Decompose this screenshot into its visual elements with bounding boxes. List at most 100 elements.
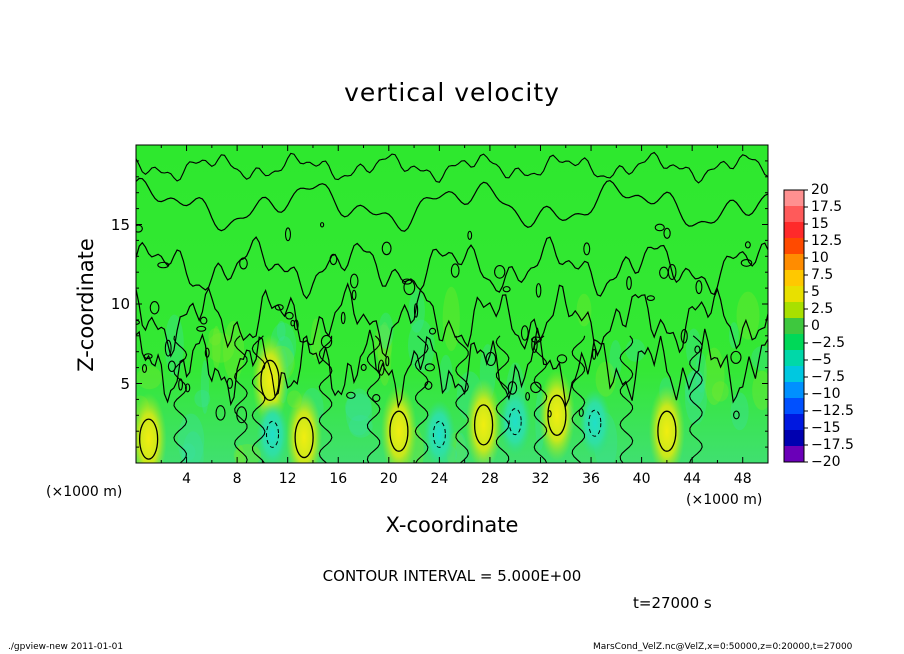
x-tick-label: 24 (430, 471, 449, 487)
colorbar-swatch (784, 366, 804, 383)
zero-contour (619, 335, 634, 463)
contour-blob (141, 363, 148, 373)
x-tick-label: 36 (582, 471, 600, 487)
contour-blob (349, 273, 359, 289)
colorbar-label: 10 (811, 250, 829, 266)
x-tick-label: 16 (329, 471, 348, 487)
field-texture (730, 392, 749, 431)
zero-contour (136, 151, 768, 184)
x-unit-right: (×1000 m) (686, 492, 763, 508)
colorbar-label: 12.5 (811, 233, 843, 249)
colorbar-label: 17.5 (811, 199, 843, 215)
colorbar-label: −10 (811, 386, 841, 402)
contour-blob (184, 383, 191, 393)
contour-blob (401, 278, 413, 285)
field-texture (194, 389, 211, 408)
contour-blob (381, 241, 392, 256)
colorbar-swatch (784, 206, 804, 223)
contour-blob (196, 325, 207, 332)
x-tick-label: 40 (632, 471, 651, 487)
contour-blob (284, 227, 291, 242)
colorbar-swatch (784, 398, 804, 415)
zero-contour (533, 335, 548, 463)
updraft-contour (138, 418, 159, 460)
zero-contour (366, 335, 381, 463)
updraft-contour (389, 410, 409, 452)
field-texture (576, 293, 592, 327)
updraft-shading (380, 385, 417, 463)
colorbar-label: −12.5 (811, 403, 854, 419)
x-tick-label: 4 (182, 471, 192, 487)
colorbar-swatch (784, 446, 804, 463)
zero-contour (571, 335, 586, 463)
contour-blob (167, 360, 176, 373)
contour-blob (659, 266, 669, 279)
y-tick-label: 15 (110, 215, 130, 234)
colorbar-swatch (784, 286, 804, 303)
contour-blob (591, 348, 597, 360)
field-texture (207, 332, 235, 363)
colorbar-label: −20 (811, 454, 841, 470)
contour-blob (157, 261, 170, 269)
field-texture (223, 320, 245, 381)
contour-blob (424, 381, 433, 390)
contour-blob (199, 316, 208, 325)
contour-blob (663, 227, 671, 239)
colorbar-label: 5 (811, 284, 820, 300)
field-texture (181, 443, 196, 461)
contour-blob (494, 264, 506, 279)
y-tick-labels: 5 10 15 (90, 0, 130, 654)
field-texture (711, 381, 729, 402)
contour-blob (385, 355, 390, 367)
x-tick-label: 28 (480, 471, 499, 487)
y-tick-label: 10 (110, 295, 130, 313)
time-label: t=27000 s (633, 594, 712, 612)
contour-interval-text: CONTOUR INTERVAL = 5.000E+00 (322, 567, 582, 585)
field-texture (212, 325, 221, 369)
downdraft-shading (256, 400, 289, 463)
updraft-shading (136, 393, 167, 463)
colorbar-label: −2.5 (811, 335, 845, 351)
field-texture (595, 361, 616, 397)
field-texture (729, 322, 739, 349)
zero-contour (173, 335, 188, 463)
colorbar-swatch (784, 222, 804, 239)
contour-blob (424, 363, 435, 372)
contour-blob (646, 295, 655, 301)
y-axis-label: Z-coordinate (74, 238, 98, 372)
colorbar-swatch (784, 334, 804, 351)
field-texture (752, 370, 768, 411)
updraft-shading (648, 385, 685, 463)
updraft-contour (657, 410, 677, 452)
contour-blob (583, 242, 591, 256)
contour-blob (467, 230, 473, 241)
contour-blob (351, 289, 357, 301)
downdraft-contour (508, 408, 522, 436)
x-tick-label: 20 (379, 471, 398, 487)
zero-contour (234, 335, 248, 463)
downdraft-contour (432, 420, 446, 448)
colorbar-label: 2.5 (811, 301, 834, 317)
zero-contour (455, 335, 469, 463)
zero-contour (495, 335, 510, 463)
field-texture (442, 286, 460, 352)
colorbar-swatch (784, 430, 804, 447)
x-axis-label: X-coordinate (385, 513, 519, 537)
field-texture (208, 328, 222, 346)
updraft-contour (473, 404, 494, 446)
colorbar-label: 15 (811, 216, 829, 232)
field-texture (695, 352, 707, 393)
chart-title: vertical velocity (344, 78, 560, 107)
x-tick-label: 48 (733, 471, 752, 487)
downdraft-contour (588, 409, 602, 437)
updraft-shading (538, 369, 575, 462)
field-texture (276, 320, 286, 341)
downdraft-shading (423, 400, 456, 463)
contour-blob (178, 378, 184, 391)
contour-blob (626, 276, 632, 290)
contour-blob (346, 391, 356, 399)
field-texture (182, 431, 204, 463)
colorbar-swatch (784, 414, 804, 431)
contour-blob (525, 391, 530, 401)
